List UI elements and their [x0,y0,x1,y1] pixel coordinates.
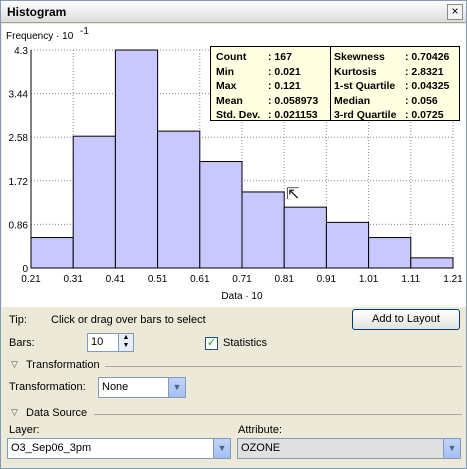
histogram-bar[interactable] [410,257,454,269]
y-tick-label: 2.58 [9,133,29,144]
transformation-label: Transformation: [9,381,86,393]
stat-value: : 0.021 [268,65,301,78]
stat-label: Count [216,51,247,63]
x-tick-label: 0.71 [232,274,252,285]
mouse-cursor-icon: ⇱ [286,186,300,203]
y-tick-label: 4.3 [14,46,28,57]
y-tick-label: 3.44 [9,90,29,101]
y-axis-label: Frequency · 10 [6,31,74,42]
spin-down-icon[interactable]: ▼ [122,342,130,349]
x-tick-label: 0.51 [148,274,168,285]
stat-median: Median : 0.056 [334,95,459,110]
chevron-down-icon[interactable]: ▼ [443,439,460,458]
statistics-checkbox[interactable]: ✓ [205,337,218,350]
stat-value: : 0.70426 [405,51,450,63]
controls-panel: Tip: Click or drag over bars to select A… [2,307,466,468]
data-source-section-title[interactable]: Data Source [26,407,88,419]
stat-kurtosis: Kurtosis : 2.8321 [334,66,459,81]
y-tick-label: 0 [22,264,28,275]
stat-skewness: Skewness : 0.70426 [334,51,459,66]
transformation-select[interactable]: None ▼ [98,377,186,398]
bars-spinner[interactable]: ▲ ▼ [118,333,134,352]
stat-first-quartile: 1-st Quartile : 0.04325 [334,80,459,95]
stat-value: : 0.0725 [405,109,444,121]
stat-mean: Mean : 0.058973 [216,95,328,110]
histogram-bar[interactable] [241,191,285,269]
x-tick-label: 0.41 [106,274,126,285]
transformation-section-title[interactable]: Transformation [26,359,100,371]
statistics-box: Count : 167 Min : 0.021 Max : 0.121 Mean… [210,46,460,121]
attribute-value: OZONE [241,442,281,454]
window-title: Histogram [7,5,67,19]
y-tick-label: 0.86 [9,220,29,231]
x-tick-label: 1.21 [443,274,463,285]
x-tick-label: 0.31 [63,274,83,285]
statistics-label[interactable]: Statistics [223,337,268,349]
section-divider [94,414,462,415]
histogram-bar[interactable] [157,130,201,269]
tip-label: Tip: [9,314,27,326]
stat-label: Max [216,80,237,92]
x-tick-label: 0.61 [190,274,210,285]
chevron-down-icon[interactable]: ▼ [213,439,230,458]
histogram-bar[interactable] [325,221,370,269]
chevron-down-icon[interactable]: ▼ [168,378,185,397]
bars-input[interactable]: 10 [87,333,119,352]
x-axis-label: Data · 10 [221,291,263,302]
spin-up-icon[interactable]: ▲ [122,334,130,341]
close-button[interactable]: × [447,4,463,20]
stat-std-dev: Std. Dev. : 0.021153 [216,109,328,124]
stat-max: Max : 0.121 [216,80,328,95]
layer-value: O3_Sep06_3pm [11,442,92,454]
stat-min: Min : 0.021 [216,66,328,81]
stat-value: : 167 [268,51,292,63]
stat-label: Median [334,94,371,107]
collapse-data-source-icon[interactable]: ▽ [11,407,18,417]
stat-label: Min [216,65,235,78]
add-to-layout-button[interactable]: Add to Layout [352,309,460,330]
attribute-label: Attribute: [238,424,283,436]
stat-label: 3-rd Quartile [334,109,397,121]
x-tick-label: 1.11 [401,274,420,285]
stat-label: 1-st Quartile [334,80,396,92]
stat-label: Mean [216,94,243,107]
histogram-bar[interactable] [368,237,412,269]
tip-text: Click or drag over bars to select [51,314,206,326]
stat-label: Kurtosis [334,65,377,78]
bars-label: Bars: [9,337,35,349]
stat-label: Std. Dev. [216,109,261,121]
x-tick-label: 0.81 [274,274,294,285]
collapse-transformation-icon[interactable]: ▽ [11,359,18,369]
x-tick-label: 0.91 [317,274,337,285]
x-tick-label: 0.21 [21,274,41,285]
stat-label: Skewness [334,51,385,63]
x-tick-label: 1.01 [359,274,379,285]
stat-value: : 0.021153 [268,109,318,121]
histogram-bar[interactable] [72,135,116,269]
stat-third-quartile: 3-rd Quartile : 0.0725 [334,109,459,124]
attribute-select[interactable]: OZONE ▼ [237,438,461,459]
stats-divider [330,47,331,120]
stat-value: : 0.056 [405,94,438,107]
y-tick-label: 1.72 [9,177,29,188]
histogram-bar[interactable] [199,161,243,269]
title-bar[interactable]: Histogram × [1,1,466,23]
stat-value: : 2.8321 [405,65,444,78]
layer-label: Layer: [9,424,40,436]
stat-value: : 0.04325 [405,80,450,92]
stat-count: Count : 167 [216,51,328,66]
transformation-value: None [102,381,129,393]
histogram-bar[interactable] [30,237,74,269]
histogram-bar[interactable] [114,49,159,269]
histogram-chart[interactable]: Frequency · 10 -1 0 0.86 1.72 2.58 3.44 4.3 0.21… [2,24,466,307]
stat-value: : 0.058973 [268,94,319,107]
histogram-bar[interactable] [283,206,327,269]
layer-select[interactable]: O3_Sep06_3pm ▼ [7,438,231,459]
stat-value: : 0.121 [268,80,301,92]
section-divider [105,366,462,367]
y-axis-label-exponent: -1 [80,26,89,37]
stats-right-column: Skewness : 0.70426 Kurtosis : 2.8321 1-s… [334,51,459,124]
stats-left-column: Count : 167 Min : 0.021 Max : 0.121 Mean… [216,51,328,124]
